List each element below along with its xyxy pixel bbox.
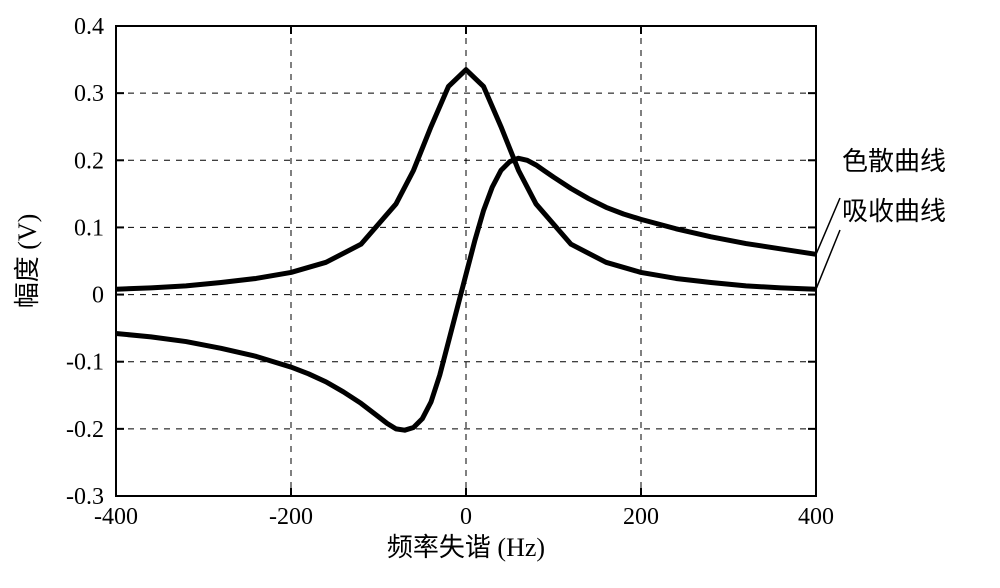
ytick-label: 0.4: [74, 14, 104, 40]
annotation-leader: [816, 230, 840, 289]
chart-container: -400-2000200400-0.3-0.2-0.100.10.20.30.4…: [0, 0, 1000, 588]
annotation-text: 色散曲线: [842, 147, 946, 176]
ytick-label: 0.2: [74, 148, 104, 174]
ytick-label: -0.2: [66, 417, 104, 443]
xtick-label: 0: [460, 504, 472, 530]
ytick-label: 0.3: [74, 81, 104, 107]
ytick-label: -0.1: [66, 350, 104, 376]
xaxis-label: 频率失谐 (Hz): [387, 533, 545, 562]
annotation-text: 吸收曲线: [842, 197, 946, 226]
ytick-label: 0.1: [74, 215, 104, 241]
ytick-label: 0: [92, 283, 104, 309]
xtick-label: 400: [798, 504, 834, 530]
xtick-label: 200: [623, 504, 659, 530]
xtick-label: -200: [269, 504, 313, 530]
annotation-leader: [816, 198, 840, 254]
line-chart: -400-2000200400-0.3-0.2-0.100.10.20.30.4…: [0, 0, 1000, 588]
ytick-label: -0.3: [66, 484, 104, 510]
yaxis-label: 幅度 (V): [13, 214, 42, 309]
